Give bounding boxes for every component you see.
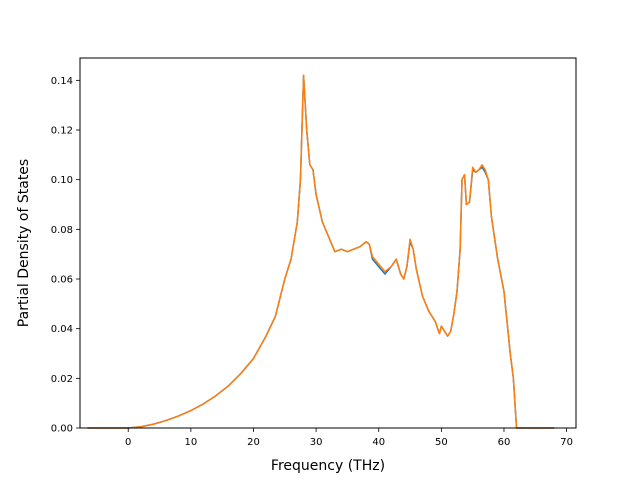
y-tick-label: 0.08 — [51, 225, 73, 236]
y-tick-label: 0.06 — [51, 275, 73, 286]
y-axis-title: Partial Density of States — [16, 159, 32, 327]
x-ticks: 0 10 20 30 40 50 60 70 — [125, 428, 573, 448]
y-tick-label: 0.02 — [51, 374, 73, 385]
y-tick-label: 0.00 — [51, 424, 73, 435]
y-tick-label: 0.14 — [51, 76, 73, 87]
x-tick-label: 30 — [310, 437, 323, 448]
series-layer — [87, 74, 555, 429]
plot-background — [80, 58, 576, 428]
x-tick-label: 50 — [435, 437, 448, 448]
y-tick-label: 0.10 — [51, 175, 73, 186]
x-tick-label: 10 — [184, 437, 197, 448]
x-tick-label: 0 — [125, 437, 131, 448]
plot-frame — [79, 57, 577, 429]
y-ticks: 0.00 0.02 0.04 0.06 0.08 0.10 0.12 0.14 — [51, 76, 80, 435]
x-tick-label: 60 — [498, 437, 511, 448]
x-tick-label: 40 — [372, 437, 385, 448]
y-tick-label: 0.12 — [51, 126, 73, 137]
x-tick-label: 70 — [560, 437, 573, 448]
x-axis-title: Frequency (THz) — [271, 458, 385, 474]
series-line-2 — [87, 74, 555, 429]
x-tick-label: 20 — [247, 437, 260, 448]
y-tick-label: 0.04 — [51, 324, 73, 335]
